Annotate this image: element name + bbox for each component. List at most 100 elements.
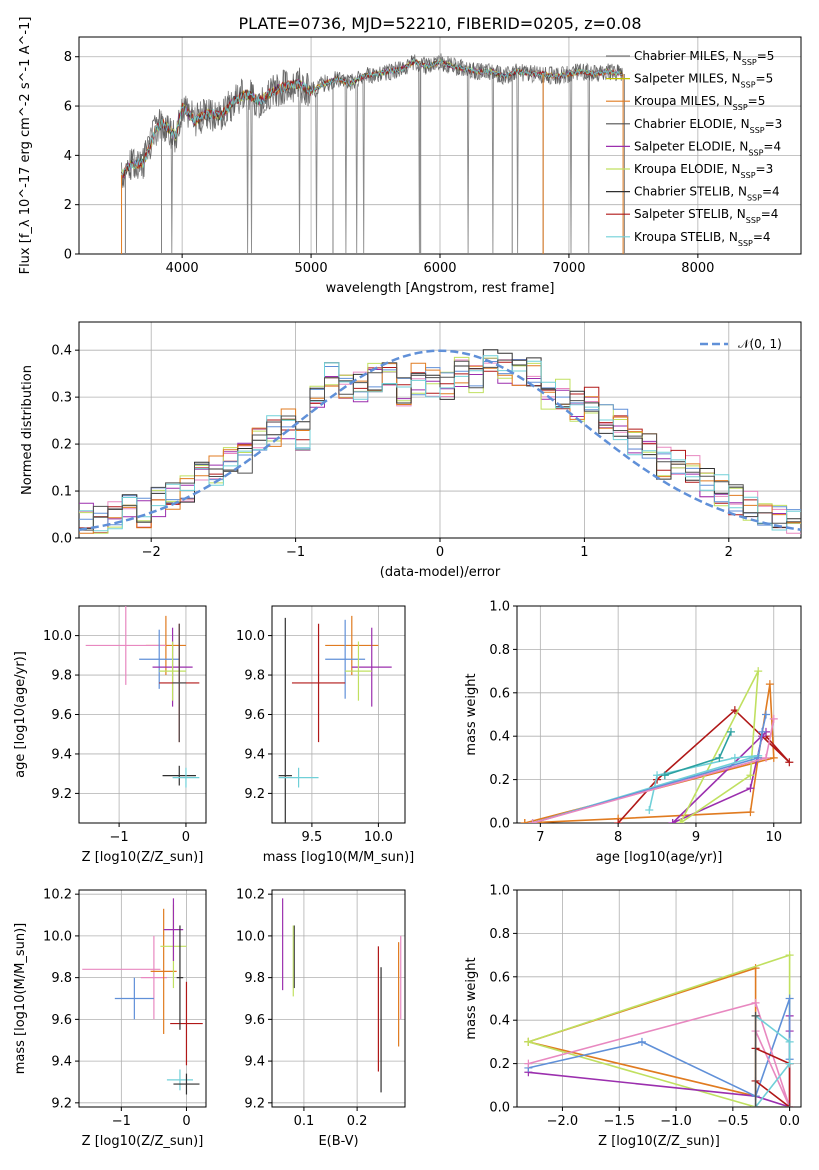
legend-entry: Chabrier MILES, NSSP=5 (634, 49, 774, 67)
mass-weight-marker (761, 753, 770, 762)
x-axis-label: Z [log10(Z/Z_sun)] (598, 1134, 720, 1149)
y-tick-label: 1.0 (489, 884, 510, 899)
y-tick-label: 9.2 (244, 787, 265, 802)
spectrum-series-line (121, 59, 624, 180)
x-tick-label: 9.5 (302, 830, 323, 845)
mass-weight-marker (715, 753, 724, 762)
x-axis-label: Z [log10(Z/Z_sun)] (82, 850, 204, 865)
x-tick-label: −1 (112, 1114, 131, 1129)
normal-legend-label: 𝒩(0, 1) (738, 337, 782, 351)
y-tick-label: 10.2 (43, 888, 72, 903)
y-axis-label: age [log10(age/yr)] (13, 651, 28, 778)
mass_weight_vs_Z-frame (516, 889, 802, 1108)
y-tick-label: 9.4 (51, 1055, 72, 1070)
mass-weight-line (528, 953, 791, 1107)
y-tick-label: 0.0 (51, 532, 72, 547)
age_vs_Z-points (85, 606, 200, 788)
mass-weight-line (532, 714, 767, 823)
y-tick-label: 0.4 (489, 1014, 510, 1029)
mass-weight-line (679, 670, 759, 823)
y-tick-label: 0.8 (489, 927, 510, 942)
y-tick-label: 9.8 (51, 971, 72, 986)
age_vs_Z-axes: −1 0 9.2 9.4 9.6 9.8 10.0 Z [log10(Z/Z_sun)] age… (13, 605, 207, 865)
x-tick-label: −1 (110, 830, 129, 845)
y-tick-label: 9.6 (51, 1013, 72, 1028)
mass-weight-marker (751, 1103, 760, 1107)
mass-weight-line (754, 1015, 791, 1107)
y-tick-label: 0.6 (489, 970, 510, 985)
x-axis-label: wavelength [Angstrom, rest frame] (326, 281, 555, 296)
y-tick-label: 0.4 (489, 730, 510, 745)
y-tick-label: 0.3 (51, 391, 72, 406)
legend-entry: Kroupa MILES, NSSP=5 (634, 94, 765, 112)
y-axis-label: mass [log10(M/M_sun)] (13, 923, 28, 1075)
x-tick-label: 5000 (295, 261, 328, 276)
x-tick-label: −1.0 (660, 1114, 692, 1129)
mass_vs_Z-axes: −1 0 9.2 9.4 9.6 9.8 10.0 10.2 Z [log10(Z/Z_sun)… (13, 888, 207, 1149)
age_vs_Z-frame (78, 605, 207, 824)
x-tick-label: −0.5 (717, 1114, 749, 1129)
mass-weight-marker (746, 808, 755, 817)
mass-weight-marker (726, 727, 735, 736)
mass-weight-marker (614, 819, 623, 823)
mass_weight_vs_Z-axes: −2.0 −1.5 −1.0 −0.5 0.0 0.0 0.2 0.4 0.6 0.8 1.0 Z [… (464, 884, 802, 1149)
mass-weight-marker (524, 1059, 533, 1068)
x-tick-label: 0 (182, 1114, 190, 1129)
mass-weight-marker (528, 819, 537, 823)
mass_weight_vs_Z-lines (524, 951, 794, 1107)
y-tick-label: 9.6 (244, 1013, 265, 1028)
mass-weight-line (528, 1001, 791, 1107)
y-tick-label: 9.6 (51, 708, 72, 723)
residual-histogram-step (79, 355, 801, 532)
mass-weight-marker (524, 1037, 533, 1046)
y-tick-label: 9.2 (51, 1096, 72, 1111)
legend-entry: Chabrier ELODIE, NSSP=3 (634, 117, 782, 135)
x-tick-label: 0.1 (294, 1114, 315, 1129)
x-tick-label: 6000 (423, 261, 456, 276)
residual-histogram-step (79, 349, 801, 529)
y-tick-label: 10.2 (236, 888, 265, 903)
mass_weight_vs_age-frame (516, 605, 802, 824)
y-axis-label: Flux [f_λ 10^-17 erg cm^-2 s^-1 A^-1] (18, 17, 33, 275)
mass_vs_Z-points (82, 898, 203, 1095)
y-tick-label: 4 (64, 149, 72, 164)
x-tick-label: 10 (765, 830, 782, 845)
mass-weight-line (532, 718, 775, 823)
y-tick-label: 0.1 (51, 485, 72, 500)
age_vs_mass-frame (271, 605, 406, 824)
mass-weight-marker (751, 1011, 760, 1020)
y-tick-label: 10.0 (43, 629, 72, 644)
x-tick-label: −2.0 (547, 1114, 579, 1129)
mass_vs_EBV-axes: 0.1 0.2 9.2 9.4 9.6 9.8 10.0 10.2 E(B-V) (236, 888, 406, 1149)
mass_vs_Z-frame (78, 889, 207, 1108)
x-tick-label: 7000 (552, 261, 585, 276)
mass-weight-marker (785, 994, 794, 1003)
y-tick-label: 0.0 (489, 817, 510, 832)
x-tick-label: −1.5 (603, 1114, 635, 1129)
mass-weight-marker (765, 680, 774, 689)
mass_vs_EBV-points (282, 898, 402, 1093)
y-tick-label: 6 (64, 100, 72, 115)
spectrum-series-line (121, 58, 624, 180)
y-axis-label: Normed distribution (20, 365, 35, 495)
y-tick-label: 9.6 (244, 708, 265, 723)
mass-weight-marker (785, 951, 794, 960)
x-tick-label: 7 (536, 830, 544, 845)
y-tick-label: 10.0 (43, 929, 72, 944)
y-tick-label: 0.8 (489, 643, 510, 658)
x-tick-label: 0.2 (347, 1114, 368, 1129)
x-tick-label: 0 (436, 545, 444, 560)
mass-weight-marker (769, 753, 778, 762)
legend-entry: Salpeter MILES, NSSP=5 (634, 72, 773, 90)
figure-title: PLATE=0736, MJD=52210, FIBERID=0205, z=0… (238, 14, 641, 33)
y-tick-label: 9.4 (244, 747, 265, 762)
mass-weight-marker (758, 727, 767, 736)
age_vs_mass-axes: 9.5 10.0 9.2 9.4 9.6 9.8 10.0 mass [log10(M/M_s… (236, 605, 414, 865)
residual-histogram-step (79, 359, 801, 531)
mass-weight-marker (645, 805, 654, 814)
mass-weight-marker (660, 771, 669, 780)
mass-weight-marker (746, 771, 755, 780)
residuals-axes: −2 −1 0 1 2 0.0 0.1 0.2 0.3 0.4 (data-model)/error… (20, 321, 802, 580)
mass-weight-marker (637, 1037, 646, 1046)
y-tick-label: 1.0 (489, 600, 510, 615)
